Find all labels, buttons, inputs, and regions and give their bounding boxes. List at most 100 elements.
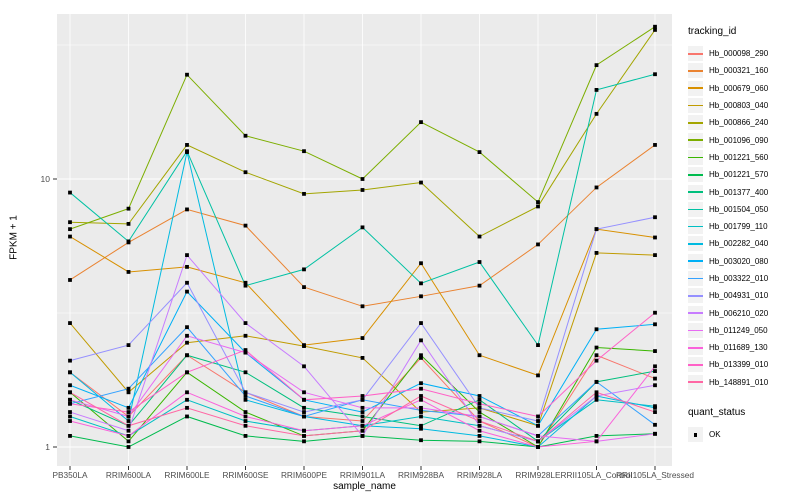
data-point [419, 356, 423, 360]
data-point [536, 242, 540, 247]
data-point [536, 204, 540, 209]
data-point [185, 390, 189, 395]
data-point [653, 405, 657, 410]
legend2-title: quant_status [688, 406, 746, 418]
data-point [477, 405, 482, 410]
data-point [243, 321, 248, 325]
data-point [126, 428, 131, 433]
data-point [653, 215, 657, 220]
data-point [477, 234, 482, 239]
data-point [536, 423, 540, 428]
data-point [126, 221, 131, 226]
data-point [653, 143, 657, 147]
legend-items: Hb_000098_290 Hb_000321_160 Hb_000679_060 H… [688, 45, 798, 391]
data-point [653, 349, 657, 353]
data-point [477, 428, 482, 433]
legend-item-Hb_003020_080: Hb_003020_080 [688, 253, 798, 270]
data-point [653, 431, 657, 436]
legend-item-Hb_001221_560: Hb_001221_560 [688, 149, 798, 166]
legend-item-label: Hb_001504_050 [709, 204, 769, 214]
data-point [185, 353, 189, 358]
data-point [302, 191, 306, 196]
x-axis-title: sample_name [333, 481, 396, 492]
data-point [477, 397, 482, 402]
data-point [68, 390, 72, 395]
data-point [126, 419, 131, 423]
data-point [360, 188, 365, 192]
data-point [243, 370, 248, 375]
data-point [419, 281, 423, 286]
data-point [594, 227, 599, 232]
data-point [68, 227, 72, 232]
legend-item-Hb_004931_010: Hb_004931_010 [688, 287, 798, 304]
legend-item-label: Hb_001799_110 [709, 222, 768, 232]
data-point [477, 434, 482, 438]
x-tick-label: RRII105LA_Stressed [616, 470, 694, 480]
data-point [653, 369, 657, 373]
data-point [419, 338, 423, 343]
legend-line-swatch [688, 305, 703, 321]
data-point [360, 336, 365, 340]
data-point [419, 294, 423, 299]
data-point [360, 414, 365, 419]
data-point [243, 423, 248, 428]
legend-line-swatch [688, 219, 703, 235]
data-point [302, 344, 306, 348]
data-point [653, 322, 657, 327]
legend-line-swatch [688, 132, 703, 148]
legend-item-Hb_001221_570: Hb_001221_570 [688, 166, 798, 183]
data-point [185, 333, 189, 338]
legend-line-swatch [688, 374, 703, 390]
data-point [477, 401, 482, 406]
data-point [302, 397, 306, 402]
data-point [302, 434, 306, 438]
legend-item-label: Hb_011689_130 [709, 343, 768, 353]
data-point [68, 278, 72, 282]
data-point [536, 419, 540, 423]
data-point [302, 267, 306, 272]
legend-item-label: Hb_001221_570 [709, 170, 769, 180]
black-square-point-icon [688, 427, 703, 443]
data-point [360, 177, 365, 181]
legend-item-label: Hb_002282_040 [709, 239, 769, 249]
data-point [185, 264, 189, 269]
data-point [126, 434, 131, 438]
data-point [594, 345, 599, 350]
data-point [419, 426, 423, 431]
legend-item-Hb_000098_290: Hb_000098_290 [688, 45, 798, 62]
legend-line-swatch [688, 80, 703, 96]
data-point [302, 428, 306, 433]
data-point [302, 439, 306, 444]
data-point [536, 414, 540, 419]
data-point [360, 419, 365, 423]
data-point [126, 343, 131, 348]
data-point [126, 423, 131, 428]
x-tick-label: RRIM600LE [164, 470, 210, 480]
data-point [126, 410, 131, 414]
data-point [68, 401, 72, 406]
data-point [185, 370, 189, 375]
data-point [536, 200, 540, 204]
legend-item-Hb_001504_050: Hb_001504_050 [688, 201, 798, 218]
data-point [360, 356, 365, 360]
data-point [68, 234, 72, 239]
data-point [419, 261, 423, 266]
legend: tracking_id Hb_000098_290 Hb_000321_160 Hb… [688, 26, 798, 443]
legend-item-Hb_002282_040: Hb_002282_040 [688, 235, 798, 252]
data-point [360, 225, 365, 230]
data-point [653, 310, 657, 315]
data-point [360, 405, 365, 410]
legend-line-swatch [688, 253, 703, 269]
data-point [243, 410, 248, 414]
data-point [653, 410, 657, 414]
data-point [302, 390, 306, 395]
data-point [419, 180, 423, 185]
data-point [360, 423, 365, 428]
data-point [126, 390, 131, 395]
data-point [477, 394, 482, 398]
legend-line-swatch [688, 322, 703, 338]
data-point [68, 383, 72, 388]
data-point [477, 419, 482, 423]
data-point [243, 133, 248, 138]
data-point [653, 376, 657, 381]
